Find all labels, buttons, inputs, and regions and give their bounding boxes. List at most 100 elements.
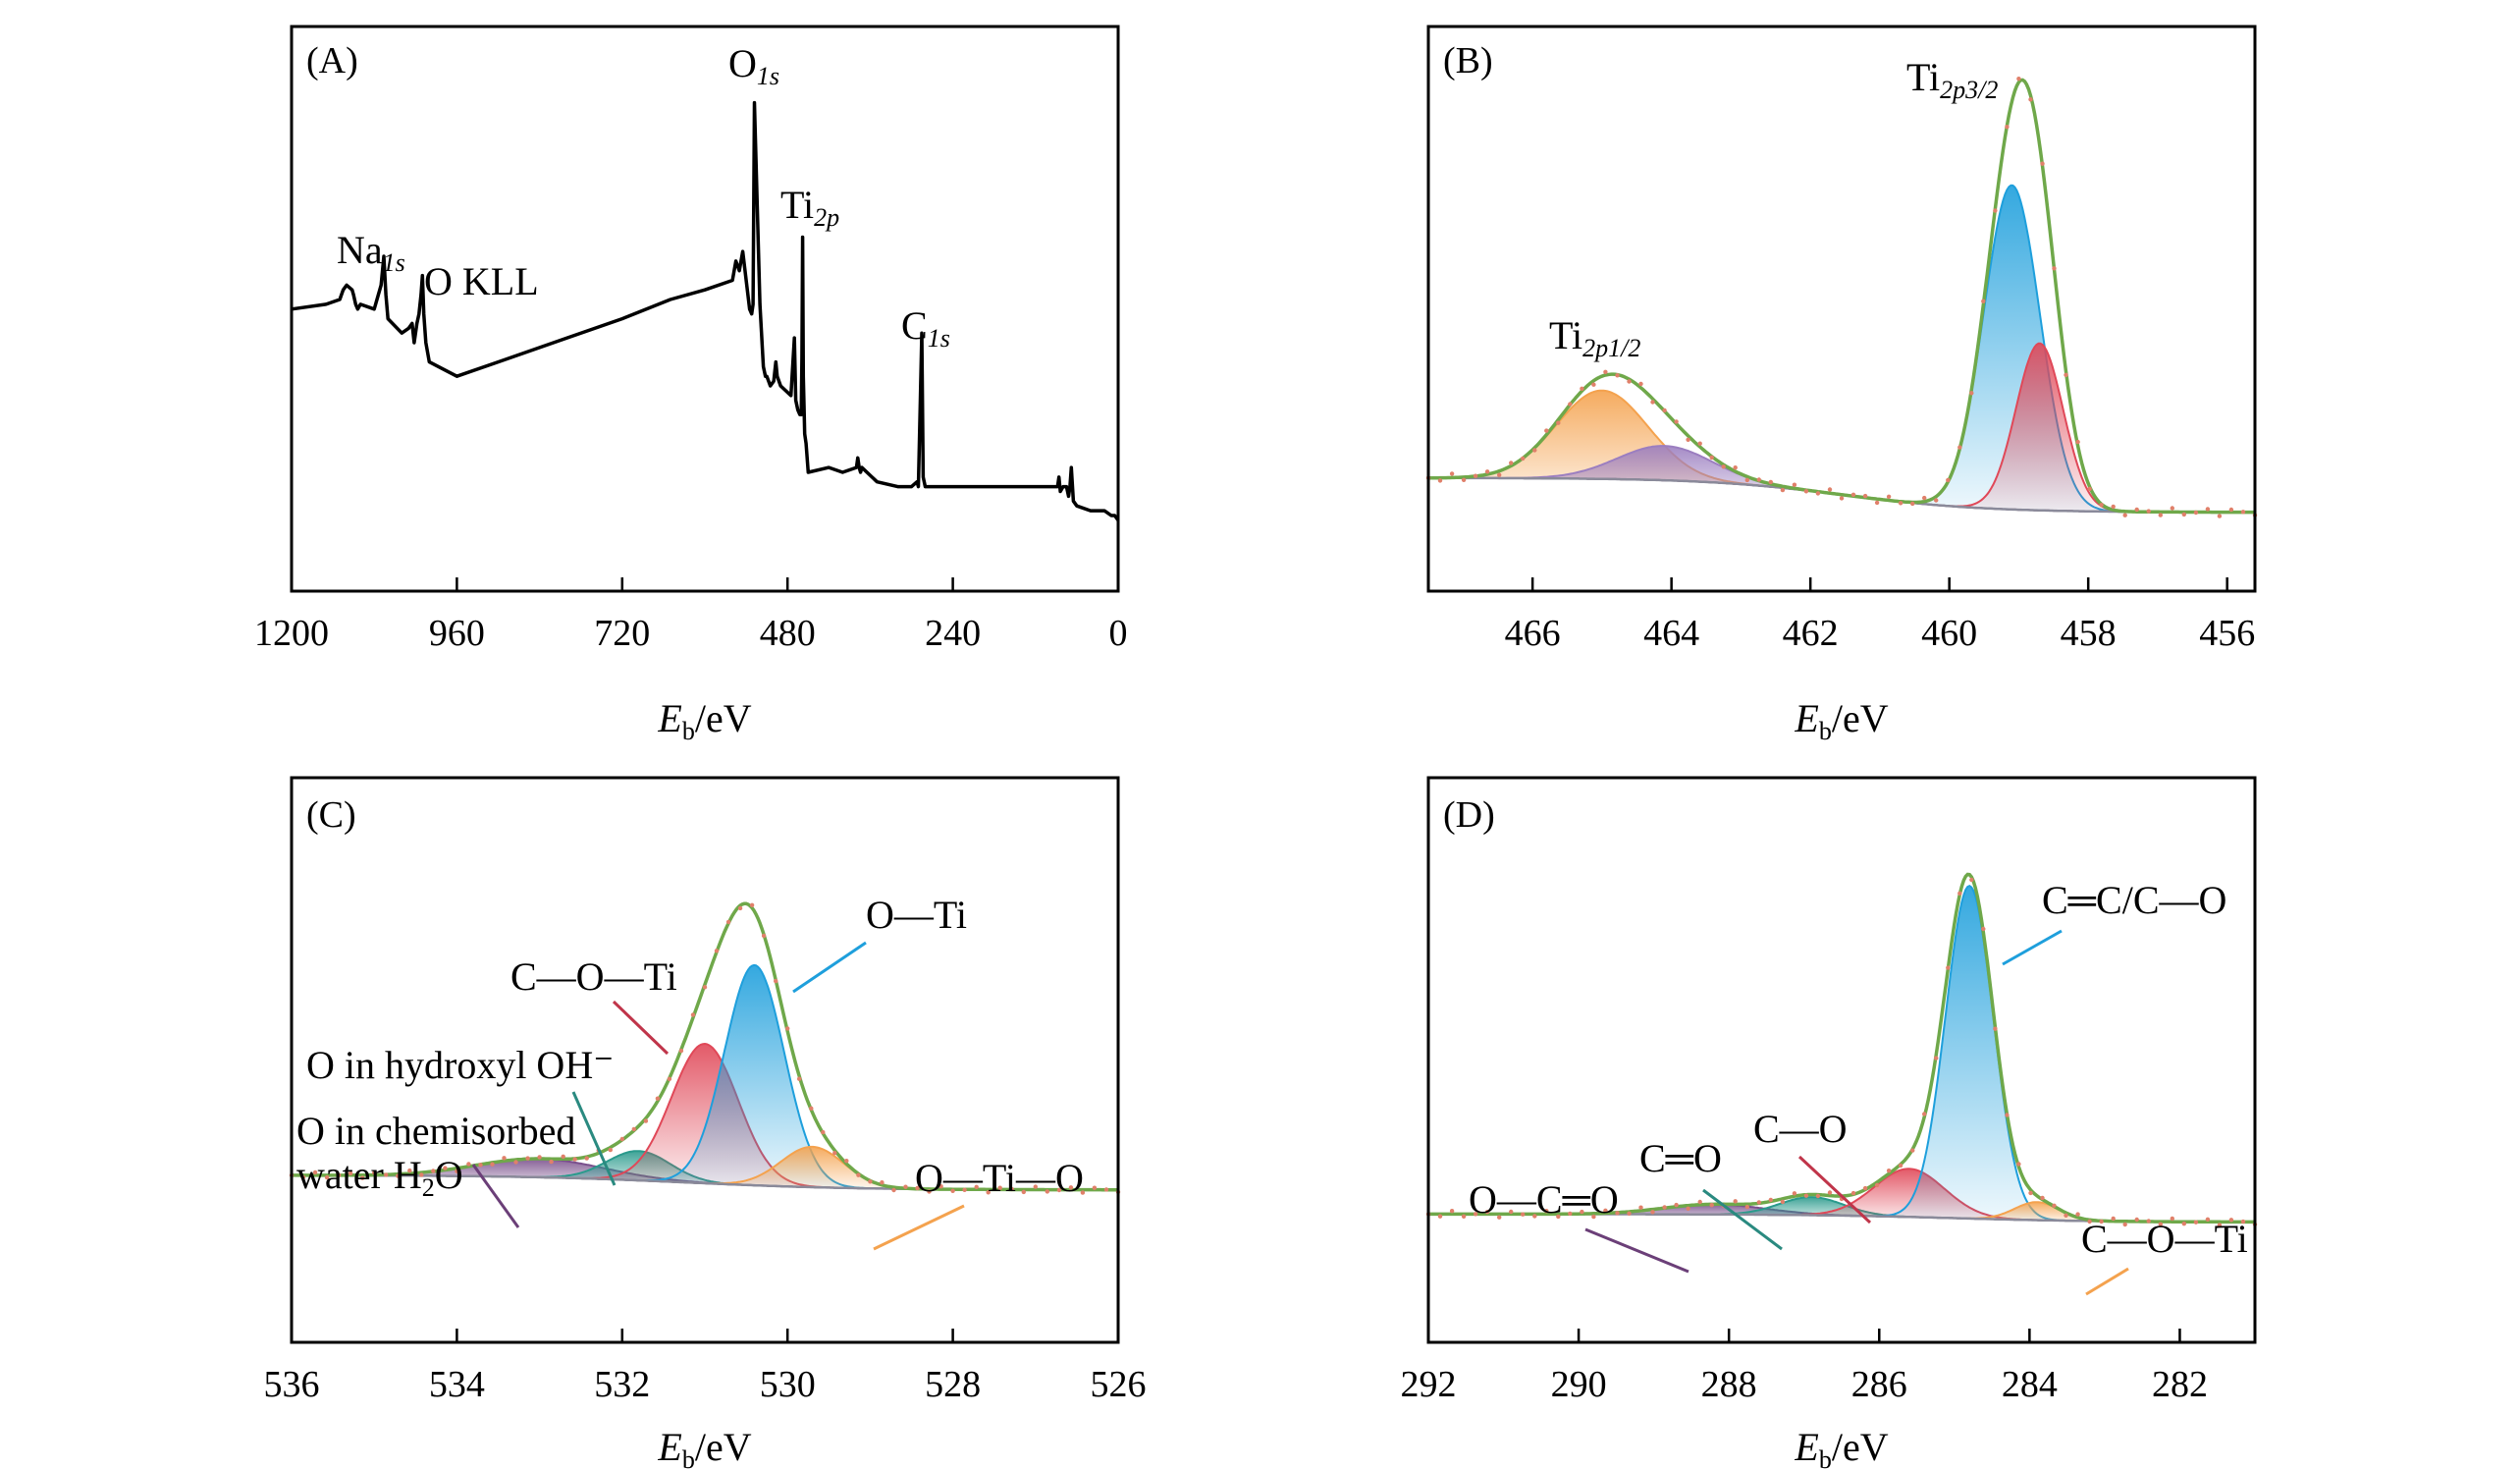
raw-data-point xyxy=(1697,441,1702,446)
raw-data-point xyxy=(502,1156,507,1161)
leader-hydroxyl xyxy=(571,1091,617,1186)
x-tick-label: 0 xyxy=(1109,613,1128,654)
raw-data-point xyxy=(1103,1187,1109,1192)
x-tick-label: 532 xyxy=(594,1364,650,1405)
raw-data-point xyxy=(2122,513,2127,517)
raw-data-point xyxy=(1556,420,1561,425)
raw-data-point xyxy=(1922,495,1927,501)
raw-data-point xyxy=(1497,1215,1502,1220)
raw-data-point xyxy=(1946,965,1951,970)
raw-data-point xyxy=(1437,478,1443,483)
raw-data-point xyxy=(1568,1211,1573,1217)
panel-a-xlabel-sub: b xyxy=(682,717,695,745)
raw-data-point xyxy=(1591,382,1596,387)
raw-data-point xyxy=(702,985,708,990)
x-tick-label: 526 xyxy=(1091,1364,1147,1405)
raw-data-point xyxy=(1484,469,1490,474)
raw-data-point xyxy=(1744,477,1750,483)
raw-data-point xyxy=(1449,471,1455,476)
raw-data-point xyxy=(1686,1206,1690,1212)
annotation-c-o-ti: C—O—Ti xyxy=(510,954,677,999)
raw-data-point xyxy=(2064,372,2068,377)
raw-data-point xyxy=(2028,1190,2033,1196)
raw-data-point xyxy=(737,905,743,911)
raw-data-point xyxy=(1615,373,1620,378)
raw-data-point xyxy=(903,1184,908,1189)
panel-a-letter: (A) xyxy=(306,40,358,82)
x-tick-label: 290 xyxy=(1551,1364,1607,1405)
raw-data-point xyxy=(1850,1190,1856,1196)
raw-data-point xyxy=(1603,369,1608,374)
panel-a-plot xyxy=(291,100,1120,521)
annotation-ti2p: Ti2p xyxy=(780,183,839,232)
raw-data-point xyxy=(572,1157,577,1162)
raw-data-point xyxy=(490,1162,495,1167)
raw-data-point xyxy=(1556,1214,1561,1220)
raw-data-point xyxy=(1021,1189,1027,1195)
annotation-o-ti-o: O—Ti—O xyxy=(915,1156,1084,1200)
leader-o-ti xyxy=(792,941,867,994)
raw-data-point xyxy=(1993,1026,1998,1031)
panel-c-xlabel-sub: b xyxy=(682,1445,695,1469)
raw-data-point xyxy=(443,1166,448,1170)
raw-data-point xyxy=(974,1184,979,1190)
leader-c-o-ti xyxy=(612,1000,670,1056)
raw-data-point xyxy=(300,1174,306,1180)
raw-data-point xyxy=(785,1026,790,1031)
raw-data-point xyxy=(2134,507,2139,513)
panel-b-xlabel-main: E xyxy=(1794,696,1818,740)
x-tick-label: 1200 xyxy=(254,613,329,654)
panel-d-x-ticks: 292 290 288 286 284 282 xyxy=(1401,1329,2208,1405)
annotation-o-ti: O—Ti xyxy=(866,893,967,937)
raw-data-point xyxy=(2005,1113,2010,1117)
raw-data-point xyxy=(915,1185,920,1191)
raw-data-point xyxy=(407,1168,412,1173)
annotation-c-c-c-o: C═C/C—O xyxy=(2042,878,2226,922)
x-tick-label: 464 xyxy=(1643,613,1699,654)
panel-c-plot xyxy=(289,901,1121,1195)
raw-data-point xyxy=(1532,1214,1537,1219)
raw-data-point xyxy=(725,919,731,925)
x-tick-label: 240 xyxy=(925,613,981,654)
raw-data-point xyxy=(1780,487,1786,493)
raw-data-point xyxy=(336,1172,342,1178)
panel-b-xlabel-sub: b xyxy=(1819,717,1832,745)
raw-data-point xyxy=(1934,1056,1939,1061)
raw-data-point xyxy=(1068,1185,1074,1190)
raw-data-point xyxy=(962,1187,967,1193)
raw-data-point xyxy=(1898,501,1903,506)
raw-data-point xyxy=(525,1156,530,1161)
raw-data-point xyxy=(832,1151,837,1156)
raw-data-point xyxy=(1674,1202,1679,1208)
raw-data-point xyxy=(1461,1214,1467,1220)
annotation-chemisorbed-line1: O in chemisorbed xyxy=(296,1109,575,1153)
raw-data-point xyxy=(1009,1186,1014,1192)
panel-d: (D) 292 290 288 286 284 282 Eb/eV C═C/C—O C—O… xyxy=(1401,776,2258,1469)
panel-b-x-ticks: 466 464 462 460 458 456 xyxy=(1505,577,2255,654)
raw-data-point xyxy=(1886,1169,1892,1173)
raw-data-point xyxy=(2134,1217,2139,1223)
raw-data-point xyxy=(643,1118,649,1123)
raw-data-point xyxy=(1733,1199,1738,1204)
raw-data-point xyxy=(478,1163,483,1168)
x-tick-label: 528 xyxy=(925,1364,981,1405)
panel-b-xlabel: Eb/eV xyxy=(1794,696,1888,745)
raw-data-point xyxy=(324,1174,330,1180)
raw-data-point xyxy=(1874,500,1880,506)
raw-data-point xyxy=(1080,1190,1086,1195)
raw-data-point xyxy=(678,1048,684,1054)
raw-data-point xyxy=(1603,1208,1608,1214)
raw-data-point xyxy=(1509,461,1514,465)
raw-data-point xyxy=(1473,1212,1478,1217)
panel-d-xlabel-sub: b xyxy=(1819,1445,1832,1469)
raw-data-point xyxy=(1721,464,1726,469)
raw-data-point xyxy=(821,1129,826,1135)
raw-data-point xyxy=(1803,1193,1809,1198)
raw-data-point xyxy=(1957,445,1962,450)
raw-data-point xyxy=(2052,1203,2057,1209)
raw-data-point xyxy=(1850,492,1856,497)
raw-data-point xyxy=(348,1170,353,1176)
panel-b-plot xyxy=(1425,77,2258,518)
raw-data-point xyxy=(1981,926,1986,932)
raw-data-point xyxy=(2122,1222,2127,1227)
